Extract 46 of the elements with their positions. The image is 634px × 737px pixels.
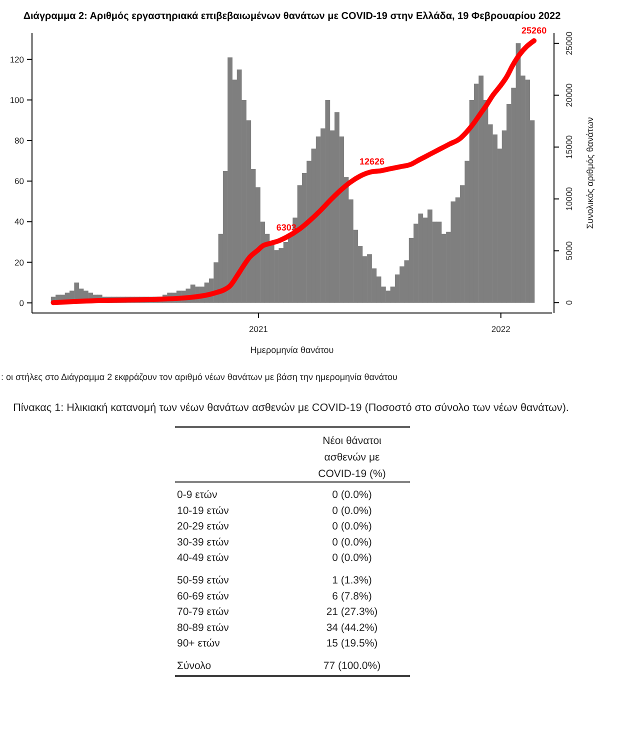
y-tick-label: 60 <box>14 176 24 186</box>
x-tick-label: 2021 <box>249 324 268 334</box>
y2-tick-label: 10000 <box>564 186 574 211</box>
category-label: 0-9 ετών <box>177 489 218 501</box>
y2-tick-label: 25000 <box>564 31 574 56</box>
text: Νέοι θάνατοι ασθενών με COVID-19 (%) <box>318 435 386 480</box>
text: 0 (0.0%) <box>332 489 372 501</box>
y2-tick-label: 5000 <box>564 241 574 260</box>
category-label: 20-29 ετών <box>177 520 229 533</box>
chart-title: Διάγραμμα 2: Αριθμός εργαστηριακά επιβεβαιωμένων θανάτων με COVID-19 στην Ελλάδα, 19 Φεβρουαρίου 2022 <box>23 11 562 22</box>
text: 0 (0.0%) <box>332 520 372 533</box>
category-label: 80-89 ετών <box>177 622 229 634</box>
text: : οι στήλες στο Διάγραμμα 2 εκφράζουν τον αριθμό νέων θανάτων με βάση την ημερομηνία θανάτου <box>1 372 398 382</box>
text: 6 (7.8%) <box>332 590 372 602</box>
category-label: 90+ ετών <box>177 638 220 650</box>
y-tick-label: 100 <box>10 94 24 105</box>
text: 77 (100.0%) <box>323 660 381 672</box>
data-label: 25260 <box>522 26 547 36</box>
y2-tick-label: 15000 <box>564 134 574 159</box>
x-tick-label: 2022 <box>491 324 511 334</box>
data-label: 6303 <box>276 222 296 232</box>
category-label: 60-69 ετών <box>177 590 229 602</box>
category-label: 30-39 ετών <box>177 536 229 548</box>
y2-tick-label: 20000 <box>564 83 574 108</box>
y-tick-label: 40 <box>14 216 24 227</box>
text: 0 (0.0%) <box>332 536 372 548</box>
y-tick-label: 0 <box>19 298 24 308</box>
category-label: 40-49 ετών <box>177 552 229 564</box>
text: 21 (27.3%) <box>326 606 378 618</box>
text: 0 (0.0%) <box>332 552 372 564</box>
y2-axis-title: Συνολικός αριθμός θανάτων <box>585 116 595 229</box>
category-label: 70-79 ετών <box>177 606 229 618</box>
y2-tick-label: 0 <box>564 300 574 305</box>
text: 0 (0.0%) <box>332 504 372 517</box>
y-tick-label: 20 <box>14 257 24 268</box>
category-label: 10-19 ετών <box>177 504 229 517</box>
text: Πίνακας 1: Ηλικιακή κατανομή των νέων θανάτων ασθενών με COVID-19 (Ποσοστό στο σύνολο των νέων θανάτων). <box>13 402 569 414</box>
text: 15 (19.5%) <box>326 638 378 650</box>
text: 34 (44.2%) <box>326 622 378 634</box>
y-tick-label: 120 <box>10 54 24 64</box>
category-label: Σύνολο <box>177 660 212 672</box>
data-label: 12626 <box>360 156 385 167</box>
category-label: 50-59 ετών <box>177 574 229 586</box>
text: 1 (1.3%) <box>332 574 372 586</box>
y-tick-label: 80 <box>14 136 24 146</box>
x-axis-title: Ημερομηνία θανάτου <box>250 345 334 355</box>
